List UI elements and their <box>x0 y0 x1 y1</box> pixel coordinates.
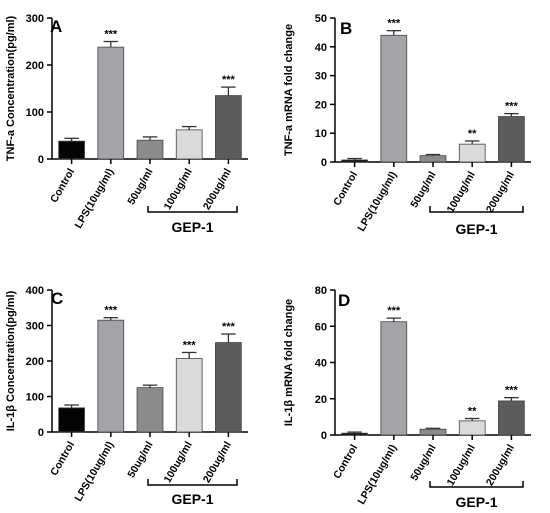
x-tick-label: LPS(10ug/ml) <box>72 440 116 504</box>
significance-marker: *** <box>104 305 118 317</box>
bar <box>341 159 368 163</box>
significance-marker: *** <box>387 18 401 30</box>
significance-marker: ** <box>468 128 477 140</box>
bar <box>58 407 85 433</box>
y-tick-label: 100 <box>26 107 44 119</box>
bar <box>458 143 486 163</box>
x-tick-label: 100ug/ml <box>162 439 195 484</box>
y-tick-label: 50 <box>315 13 327 25</box>
chart-panel-a: A TNF-a Concentration(pg/ml) 0 100 200 300 Con… <box>5 13 248 235</box>
x-tick-label: 50ug/ml <box>408 442 438 482</box>
bar <box>136 387 164 433</box>
x-tick-label: Control <box>331 442 360 480</box>
x-tick-label: 200ug/ml <box>201 439 234 484</box>
y-tick-label: 40 <box>315 42 327 54</box>
significance-marker: *** <box>505 385 519 397</box>
y-tick-label: 400 <box>26 285 44 297</box>
y-tick-label: 0 <box>321 157 327 169</box>
chart-panel-c: C IL-1β Concentration(pg/ml) 0 100 200 300 400… <box>5 285 248 507</box>
x-tick-label: 100ug/ml <box>445 169 478 214</box>
significance-marker: *** <box>183 339 197 351</box>
x-tick-label: 100ug/ml <box>162 166 195 211</box>
significance-marker: *** <box>387 305 401 317</box>
x-tick-label: 50ug/ml <box>125 166 155 206</box>
group-label: GEP-1 <box>455 494 497 510</box>
chart-panel-d: D IL-1β mRNA fold change 0 20 40 60 80 Control *… <box>283 285 531 510</box>
significance-marker: *** <box>222 321 236 333</box>
panel-label: D <box>338 291 350 310</box>
y-tick-label: 0 <box>38 427 44 439</box>
x-tick-label: 200ug/ml <box>484 442 517 487</box>
x-tick-label: 100ug/ml <box>445 442 478 487</box>
y-tick-label: 0 <box>321 430 327 442</box>
bar <box>498 400 525 436</box>
bar <box>458 420 486 436</box>
significance-marker: ** <box>468 406 477 418</box>
bar <box>380 34 408 163</box>
y-tick-label: 300 <box>26 13 44 25</box>
y-tick-label: 100 <box>26 392 44 404</box>
x-tick-label: Control <box>48 166 77 204</box>
y-tick-label: 60 <box>315 321 327 333</box>
x-tick-label: 50ug/ml <box>408 169 438 209</box>
x-tick-label: 50ug/ml <box>125 439 155 479</box>
x-tick-label: 200ug/ml <box>201 166 234 211</box>
significance-marker: *** <box>222 74 236 86</box>
y-tick-label: 10 <box>315 128 327 140</box>
y-axis-label: TNF-a Concentration(pg/ml) <box>5 15 17 161</box>
x-tick-label: 200ug/ml <box>484 169 517 214</box>
bar <box>215 95 242 160</box>
panel-label: A <box>50 17 62 36</box>
group-label: GEP-1 <box>455 221 497 237</box>
bar <box>419 428 447 436</box>
bar <box>498 116 525 163</box>
bar <box>175 358 203 433</box>
bar <box>58 140 85 160</box>
group-label: GEP-1 <box>171 491 213 507</box>
x-tick-label: LPS(10ug/ml) <box>355 443 399 507</box>
bar <box>380 321 408 436</box>
x-tick-label: LPS(10ug/ml) <box>72 167 116 231</box>
bar <box>215 342 242 433</box>
x-tick-label: Control <box>48 439 77 477</box>
y-tick-label: 80 <box>315 285 327 297</box>
y-tick-label: 40 <box>315 358 327 370</box>
x-tick-label: LPS(10ug/ml) <box>355 170 399 234</box>
y-tick-label: 200 <box>26 60 44 72</box>
y-tick-label: 200 <box>26 356 44 368</box>
bar <box>97 319 125 433</box>
chart-panel-b: B TNF-a mRNA fold change 0 10 20 30 40 50 Contro… <box>283 13 531 237</box>
y-tick-label: 20 <box>315 99 327 111</box>
panel-label: B <box>340 19 352 38</box>
significance-marker: *** <box>505 101 519 113</box>
bar <box>341 432 368 436</box>
y-tick-label: 20 <box>315 394 327 406</box>
significance-marker: *** <box>104 29 118 41</box>
group-label: GEP-1 <box>171 219 213 235</box>
bar <box>419 155 447 163</box>
y-tick-label: 300 <box>26 321 44 333</box>
y-axis-label: IL-1β mRNA fold change <box>283 299 295 426</box>
x-tick-label: Control <box>331 169 360 207</box>
group-bracket <box>147 479 238 486</box>
y-tick-label: 30 <box>315 71 327 83</box>
y-axis-label: IL-1β Concentration(pg/ml) <box>5 290 17 431</box>
group-bracket <box>147 206 238 213</box>
y-tick-label: 0 <box>38 154 44 166</box>
panel-label: C <box>51 289 63 308</box>
bar <box>175 129 203 160</box>
bar <box>97 46 125 160</box>
group-bracket <box>429 206 524 213</box>
group-bracket <box>429 481 524 488</box>
bar <box>136 139 164 160</box>
y-axis-label: TNF-a mRNA fold change <box>283 24 295 156</box>
